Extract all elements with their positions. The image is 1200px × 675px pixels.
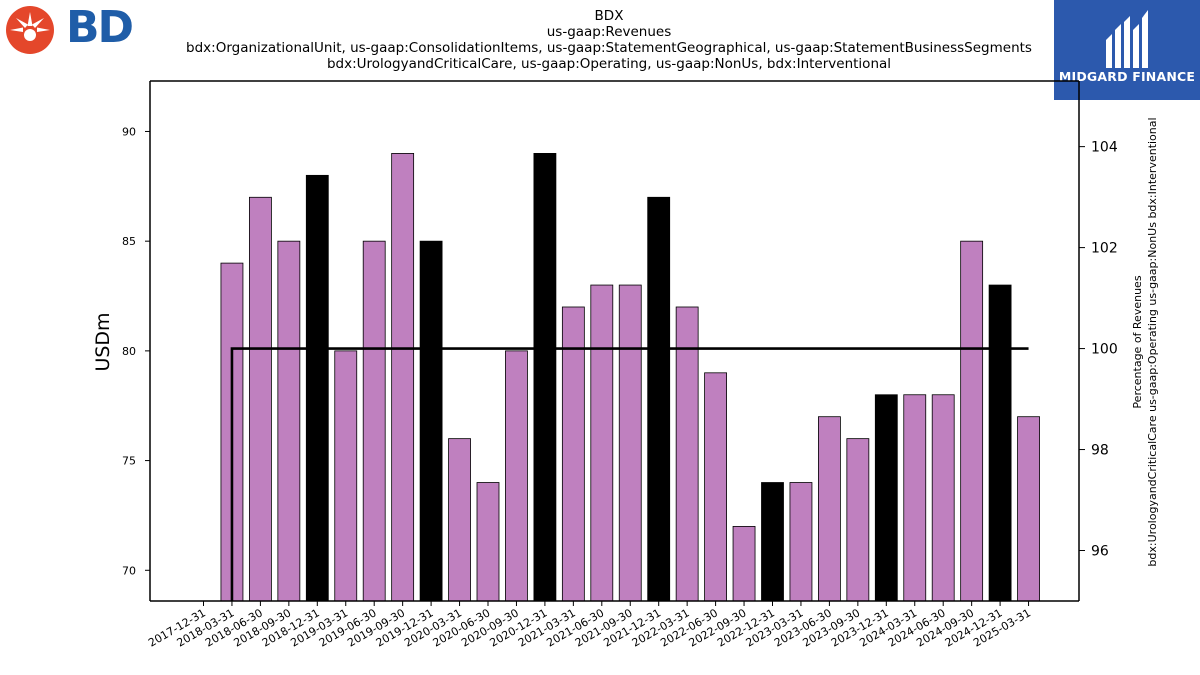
x-axis-ticks: 2017-12-312018-03-312018-06-302018-09-30… <box>146 601 1033 650</box>
bar-2022-09-30 <box>732 526 756 602</box>
midgard-wordmark: MIDGARD FINANCE <box>1058 69 1196 84</box>
bar-2023-06-30 <box>818 416 841 602</box>
bar-2021-09-30 <box>618 284 642 602</box>
right-axis-ticks: 96 98 100 102 104 <box>1079 140 1118 560</box>
title-line: bdx:UrologyandCriticalCare, us-gaap:Oper… <box>327 56 891 72</box>
right-tick-label: 98 <box>1091 443 1109 459</box>
right-axis-label-line-2: bdx:UrologyandCriticalCare us-gaap:Opera… <box>1146 117 1159 566</box>
chart-title: BDXus-gaap:Revenuesbdx:OrganizationalUni… <box>186 8 1032 72</box>
bar-2022-12-31 <box>761 482 784 602</box>
left-tick-label: 90 <box>122 125 136 138</box>
bar-2020-12-31 <box>533 153 557 602</box>
percentage-series-line <box>230 347 1029 601</box>
bar-2019-09-30 <box>391 153 415 602</box>
bar-2024-09-30 <box>960 240 984 602</box>
bd-starburst-icon <box>6 6 54 54</box>
midgard-mark-icon <box>1106 10 1148 68</box>
bars <box>220 153 1040 602</box>
bar-2018-12-31 <box>305 174 329 602</box>
title-line: us-gaap:Revenues <box>547 24 672 40</box>
bd-wordmark: BD <box>66 2 134 53</box>
left-axis-ticks: 70 75 80 85 90 <box>122 125 150 577</box>
bar-2024-03-31 <box>903 394 927 602</box>
bar-2020-09-30 <box>505 350 528 602</box>
bar-2021-03-31 <box>561 306 585 602</box>
bar-2019-12-31 <box>419 240 443 602</box>
bar-2020-03-31 <box>448 438 471 602</box>
axes <box>149 80 1080 602</box>
bar-2022-03-31 <box>675 306 699 602</box>
bar-2021-12-31 <box>647 196 671 602</box>
bar-2024-06-30 <box>931 394 955 602</box>
bar-2022-06-30 <box>704 372 727 602</box>
y-axis-label: USDm <box>92 312 114 371</box>
bd-logo: BD <box>4 2 144 56</box>
right-tick-label: 102 <box>1091 241 1118 257</box>
bar-2019-06-30 <box>362 240 386 602</box>
right-tick-label: 96 <box>1091 544 1109 560</box>
title-line: BDX <box>595 8 624 24</box>
bar-2023-03-31 <box>789 482 813 602</box>
percentage-line <box>230 347 1029 601</box>
right-tick-label: 104 <box>1091 140 1118 156</box>
right-axis-label-line-1: Percentage of Revenues <box>1131 275 1144 408</box>
bar-2018-06-30 <box>248 196 272 602</box>
axis-labels: USDm Percentage of Revenues bdx:Urologyand… <box>92 117 1159 566</box>
bar-2023-09-30 <box>846 438 870 602</box>
bar-2025-03-31 <box>1017 416 1040 602</box>
right-tick-label: 100 <box>1091 342 1118 358</box>
bar-2018-09-30 <box>277 240 301 602</box>
left-tick-label: 75 <box>122 455 136 468</box>
bar-2024-12-31 <box>988 284 1012 602</box>
bar-2021-06-30 <box>590 284 614 602</box>
bar-2020-06-30 <box>476 482 500 602</box>
left-tick-label: 70 <box>122 564 136 577</box>
bar-2019-03-31 <box>334 350 358 602</box>
bar-2023-12-31 <box>874 394 898 602</box>
title-line: bdx:OrganizationalUnit, us-gaap:Consolid… <box>186 40 1032 56</box>
left-tick-label: 85 <box>122 235 136 248</box>
left-tick-label: 80 <box>122 345 136 358</box>
